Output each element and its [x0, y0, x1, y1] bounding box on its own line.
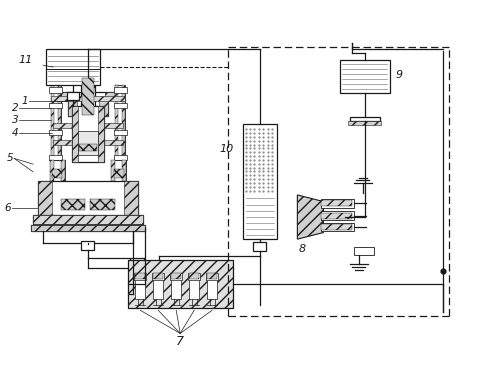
Bar — [114, 154, 127, 160]
Bar — [90, 199, 116, 210]
Text: 4: 4 — [12, 129, 18, 139]
Bar — [60, 92, 70, 99]
Bar — [82, 242, 94, 250]
Bar — [154, 276, 163, 299]
Bar — [52, 169, 62, 178]
Text: 6: 6 — [4, 203, 10, 213]
Text: 11: 11 — [19, 54, 33, 64]
Bar — [72, 107, 104, 162]
Bar — [170, 273, 182, 279]
Bar — [112, 160, 126, 181]
Polygon shape — [298, 195, 324, 239]
Bar — [122, 160, 126, 181]
Bar — [98, 107, 104, 162]
Bar — [128, 260, 232, 308]
Bar — [254, 242, 266, 251]
Bar — [50, 85, 53, 162]
Bar — [242, 124, 278, 239]
Bar — [114, 169, 124, 178]
Bar — [321, 200, 352, 207]
Bar — [348, 121, 381, 125]
Bar — [50, 160, 54, 181]
Bar — [78, 132, 98, 154]
Bar — [50, 85, 60, 162]
Bar — [321, 224, 352, 230]
Bar — [114, 130, 127, 135]
Bar — [53, 123, 123, 128]
Bar — [124, 181, 138, 216]
Bar — [33, 215, 143, 224]
Bar — [189, 276, 199, 299]
Bar — [30, 225, 146, 232]
Bar — [60, 160, 64, 181]
Bar — [112, 160, 116, 181]
Bar — [136, 276, 145, 299]
Bar — [68, 99, 108, 116]
Bar — [50, 96, 126, 101]
Bar — [53, 140, 123, 145]
Bar — [68, 99, 77, 116]
Bar — [99, 99, 108, 116]
Text: 5: 5 — [6, 153, 13, 163]
Bar — [33, 215, 143, 224]
Bar — [321, 199, 354, 208]
Bar — [134, 273, 146, 279]
Bar — [206, 273, 218, 279]
Bar — [60, 199, 86, 210]
Bar — [154, 273, 163, 279]
Bar — [188, 273, 200, 279]
Bar — [72, 107, 78, 162]
Bar — [50, 160, 64, 181]
Text: 3: 3 — [12, 115, 18, 125]
Bar — [207, 276, 217, 299]
Bar — [152, 273, 164, 279]
Bar — [350, 117, 380, 121]
Bar — [82, 80, 94, 87]
Bar — [60, 92, 116, 99]
Bar — [116, 85, 118, 162]
Bar — [171, 273, 181, 279]
Bar — [128, 260, 232, 308]
Bar — [207, 273, 217, 279]
Bar — [38, 181, 52, 216]
Bar — [354, 247, 374, 254]
Bar — [340, 60, 390, 93]
Text: 1: 1 — [22, 96, 28, 106]
Bar — [136, 273, 145, 279]
Bar — [116, 85, 126, 162]
Bar — [189, 273, 199, 279]
Bar — [81, 78, 95, 116]
Bar — [49, 87, 62, 93]
Text: 2: 2 — [12, 103, 18, 113]
Text: 8: 8 — [299, 244, 306, 254]
Bar — [49, 154, 62, 160]
Bar — [321, 212, 354, 220]
Bar — [114, 103, 127, 108]
Text: 7: 7 — [176, 335, 184, 347]
Bar — [171, 276, 181, 299]
Text: 10: 10 — [220, 144, 234, 154]
Bar — [106, 92, 116, 99]
Bar — [79, 144, 97, 151]
Bar — [46, 49, 100, 85]
Bar — [38, 181, 138, 216]
Bar — [114, 87, 127, 93]
Bar — [30, 225, 146, 232]
Bar — [58, 85, 60, 162]
Bar — [67, 92, 79, 100]
Bar — [82, 78, 94, 115]
Bar — [321, 213, 352, 219]
Text: 9: 9 — [396, 70, 402, 80]
Bar — [49, 103, 62, 108]
Bar — [122, 85, 126, 162]
Bar — [321, 223, 354, 232]
Bar — [49, 130, 62, 135]
